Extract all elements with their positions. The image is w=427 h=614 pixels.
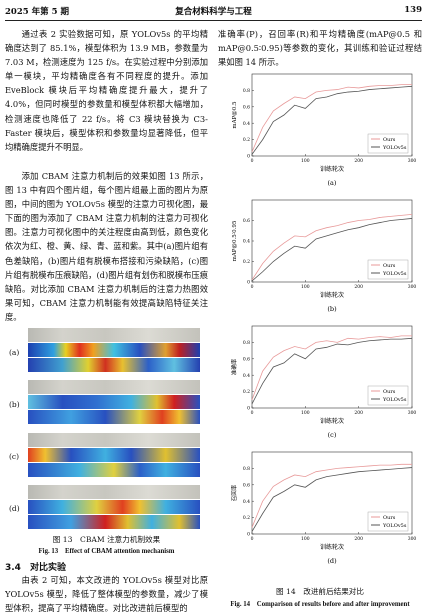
y-tick-label: 0 bbox=[247, 154, 250, 160]
subfigure-label: (b) bbox=[327, 305, 337, 313]
legend-label: Ours bbox=[383, 137, 396, 143]
y-axis-label: 准确率 bbox=[230, 358, 238, 375]
plot-frame bbox=[251, 73, 413, 157]
issue: 2025 年第 5 期 bbox=[5, 7, 69, 17]
group-label: (d) bbox=[9, 504, 20, 513]
y-tick-label: 0.2 bbox=[243, 137, 250, 143]
heatmap bbox=[28, 343, 200, 357]
y-tick-label: 0.2 bbox=[243, 515, 250, 521]
y-tick-label: 0 bbox=[247, 406, 250, 412]
image bbox=[28, 380, 200, 394]
x-tick-label: 0 bbox=[251, 284, 254, 290]
heatmap bbox=[28, 395, 200, 409]
y-tick-label: 0.8 bbox=[243, 466, 250, 472]
x-tick-label: 300 bbox=[408, 536, 417, 542]
y-tick-label: 0.8 bbox=[243, 340, 250, 346]
y-tick-label: 0.4 bbox=[243, 499, 250, 505]
x-tick-label: 0 bbox=[251, 536, 254, 542]
image bbox=[28, 328, 200, 342]
header-rule bbox=[5, 20, 422, 21]
y-axis-label: 召回率 bbox=[230, 484, 238, 501]
series-line bbox=[251, 85, 413, 155]
x-tick-label: 200 bbox=[354, 158, 363, 164]
figure-caption: 图 14 改进前后结果对比 bbox=[275, 587, 364, 596]
subfigure-label: (a) bbox=[328, 179, 337, 187]
x-tick-label: 200 bbox=[354, 410, 363, 416]
figure-caption: 图 13 CBAM 注意力机制效果 bbox=[52, 535, 161, 544]
image bbox=[28, 485, 200, 499]
series-line bbox=[251, 84, 412, 153]
x-tick-label: 100 bbox=[301, 158, 310, 164]
series-line bbox=[251, 213, 413, 281]
x-tick-label: 300 bbox=[408, 158, 417, 164]
x-tick-label: 300 bbox=[408, 284, 417, 290]
y-tick-label: 0.4 bbox=[243, 373, 250, 379]
subfigure-label: (c) bbox=[328, 431, 337, 439]
y-tick-label: 0.6 bbox=[243, 218, 250, 224]
legend-label: Ours bbox=[383, 389, 396, 395]
legend-label: Ours bbox=[383, 263, 396, 269]
x-tick-label: 200 bbox=[354, 536, 363, 542]
y-tick-label: 0.6 bbox=[243, 482, 250, 488]
plot-frame bbox=[251, 325, 413, 409]
heatmap bbox=[28, 515, 200, 529]
y-axis-label: mAP@0.5 bbox=[231, 101, 238, 129]
x-axis-label: 训练轮次 bbox=[320, 165, 344, 173]
group-label: (a) bbox=[9, 348, 20, 357]
y-tick-label: 0 bbox=[247, 532, 250, 538]
group-label: (c) bbox=[9, 452, 20, 461]
paragraph: 通过表 2 实验数据可知，原 YOLOv5s 的平均精确度达到了 85.1%，模… bbox=[5, 29, 208, 152]
legend-label: YOLOv5s bbox=[382, 523, 407, 529]
legend-label: YOLOv5s bbox=[382, 397, 407, 403]
x-tick-label: 300 bbox=[408, 410, 417, 416]
x-tick-label: 0 bbox=[251, 410, 254, 416]
journal: 复合材料科学与工程 bbox=[175, 7, 252, 17]
legend-label: YOLOv5s bbox=[382, 271, 407, 277]
legend-label: Ours bbox=[383, 515, 396, 521]
figure-caption-en: Fig. 14 Comparison of results before and… bbox=[230, 601, 410, 608]
heatmap bbox=[28, 500, 200, 514]
series-line bbox=[251, 218, 413, 282]
y-axis-label: mAP@0.5∶0.95 bbox=[231, 220, 238, 261]
series-line bbox=[251, 463, 412, 528]
legend-label: YOLOv5s bbox=[382, 145, 407, 151]
paragraph: 添加 CBAM 注意力机制后的效果如图 13 所示，图 13 中有四个图片组，每… bbox=[5, 171, 208, 322]
x-tick-label: 100 bbox=[301, 536, 310, 542]
y-tick-label: 0.8 bbox=[243, 88, 250, 94]
y-tick-label: 0.4 bbox=[243, 239, 250, 245]
heatmap bbox=[28, 463, 200, 477]
y-tick-label: 0 bbox=[247, 280, 250, 286]
y-tick-label: 0.2 bbox=[243, 259, 250, 265]
plot-frame bbox=[251, 451, 413, 535]
image bbox=[28, 433, 200, 447]
figure-caption-en: Fig. 13 Effect of CBAM attention mechani… bbox=[38, 548, 175, 555]
x-axis-label: 训练轮次 bbox=[320, 417, 344, 425]
page-number: 139 bbox=[404, 5, 422, 15]
heatmap bbox=[28, 410, 200, 424]
subfigure-label: (d) bbox=[327, 557, 337, 565]
section-heading: 3.4 对比实验 bbox=[5, 563, 66, 573]
series-line bbox=[251, 467, 413, 532]
x-tick-label: 100 bbox=[301, 410, 310, 416]
heatmap bbox=[28, 448, 200, 462]
y-tick-label: 0.6 bbox=[243, 356, 250, 362]
y-tick-label: 0.4 bbox=[243, 121, 250, 127]
group-label: (b) bbox=[9, 400, 20, 409]
series-line bbox=[251, 335, 412, 400]
x-tick-label: 0 bbox=[251, 158, 254, 164]
y-tick-label: 0.2 bbox=[243, 389, 250, 395]
x-axis-label: 训练轮次 bbox=[320, 543, 344, 551]
y-tick-label: 0.6 bbox=[243, 104, 250, 110]
series-line bbox=[251, 337, 413, 405]
paragraph: 由表 2 可知，本文改进的 YOLOv5s 模型对比原 YOLOv5s 模型，降… bbox=[5, 575, 208, 614]
x-tick-label: 200 bbox=[354, 284, 363, 290]
heatmap bbox=[28, 358, 200, 372]
x-axis-label: 训练轮次 bbox=[320, 291, 344, 299]
x-tick-label: 100 bbox=[301, 284, 310, 290]
paragraph: 准确率(P)，召回率(R)和平均精确度(mAP@0.5 和 mAP@0.5∶0.… bbox=[218, 29, 422, 68]
